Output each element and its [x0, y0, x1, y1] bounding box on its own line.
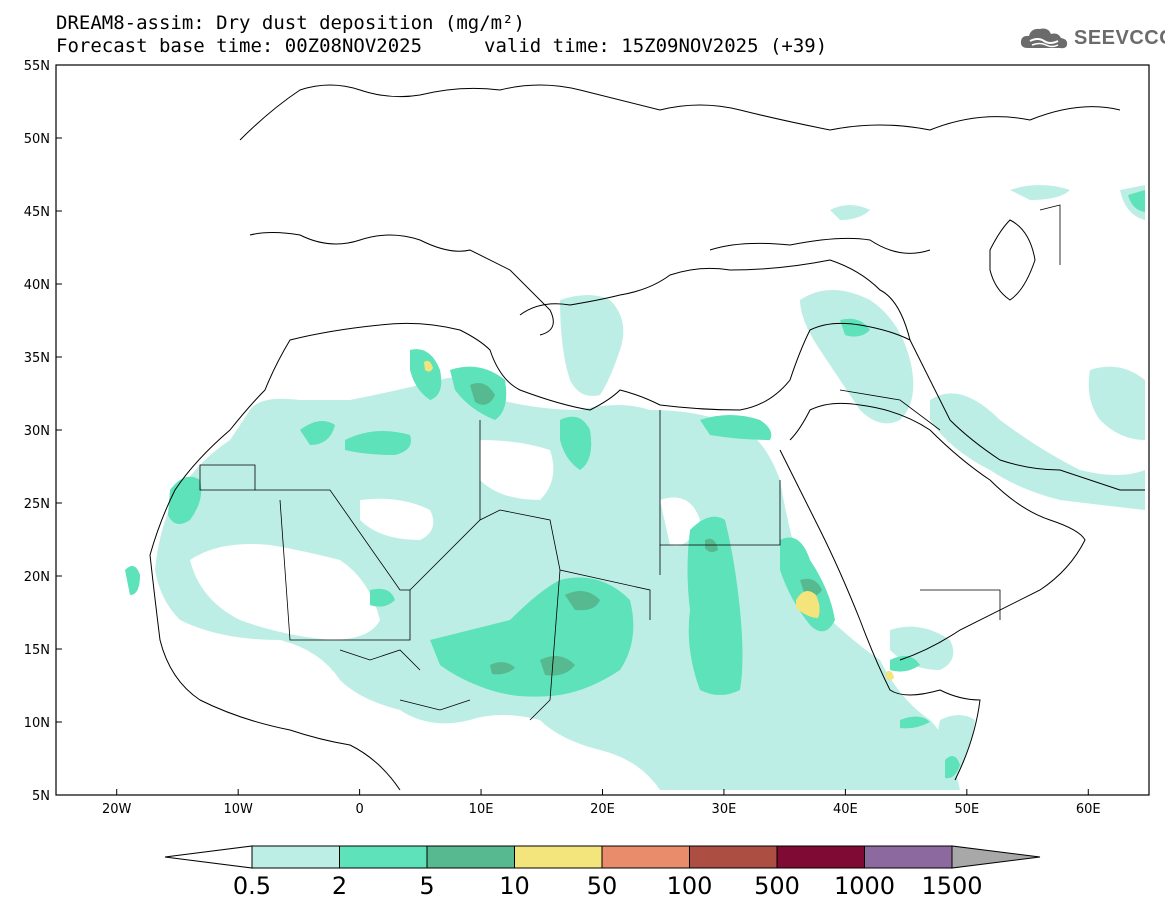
colorbar-segment	[514, 845, 603, 869]
seevccc-logo: SEEVCCC	[1018, 24, 1165, 52]
lat-tick-label: 40N	[24, 278, 50, 293]
lon-tick-label: 20W	[102, 802, 132, 817]
lon-tick-label: 60E	[1076, 802, 1101, 817]
map-title: DREAM8-assim: Dry dust deposition (mg/m²…	[56, 12, 525, 34]
lat-tick-label: 20N	[24, 570, 50, 585]
lon-tick-label: 10W	[223, 802, 253, 817]
latitude-axis: 55N 50N 45N 40N 35N 30N 25N 20N 15N 10N 5N	[24, 59, 62, 804]
valid-time: valid time: 15Z09NOV2025 (+39)	[484, 35, 828, 57]
colorbar-label: 10	[499, 872, 530, 900]
dust-level-10	[424, 360, 894, 680]
coastlines	[149, 84, 1145, 791]
colorbar-label: 500	[754, 872, 800, 900]
lat-tick-label: 25N	[24, 497, 50, 512]
lat-tick-label: 50N	[24, 132, 50, 147]
colorbar-label: 1500	[921, 872, 982, 900]
colorbar-segment	[689, 845, 778, 869]
lat-tick-label: 30N	[24, 424, 50, 439]
colorbar: 0.5 2 5 10 50 100 500 1000 1500	[164, 845, 1041, 900]
colorbar-lower-arrow	[164, 845, 253, 869]
lat-tick-label: 10N	[24, 716, 50, 731]
lon-tick-label: 10E	[469, 802, 494, 817]
lon-tick-label: 50E	[954, 802, 979, 817]
colorbar-label: 0.5	[233, 872, 271, 900]
colorbar-segment	[776, 845, 865, 869]
cloud-icon	[1020, 28, 1068, 49]
lat-tick-label: 55N	[24, 59, 50, 74]
country-borders	[199, 204, 1061, 721]
colorbar-segment	[864, 845, 953, 869]
lat-tick-label: 35N	[24, 351, 50, 366]
colorbar-upper-arrow	[951, 845, 1041, 869]
colorbar-label: 50	[587, 872, 618, 900]
colorbar-segment	[601, 845, 690, 869]
colorbar-label: 100	[667, 872, 713, 900]
colorbar-segment	[339, 845, 428, 869]
colorbar-label: 5	[419, 872, 434, 900]
longitude-axis: 20W 10W 0 10E 20E 30E 40E 50E 60E	[102, 789, 1101, 817]
dust-free-areas	[190, 440, 700, 640]
lat-tick-label: 5N	[32, 789, 50, 804]
map-body	[56, 65, 1149, 795]
colorbar-segment	[251, 845, 340, 869]
lon-tick-label: 30E	[712, 802, 737, 817]
lat-tick-label: 15N	[24, 643, 50, 658]
logo-text: SEEVCCC	[1074, 26, 1165, 49]
colorbar-label: 1000	[834, 872, 895, 900]
lat-tick-label: 45N	[24, 205, 50, 220]
lon-tick-label: 40E	[833, 802, 858, 817]
lon-tick-label: 20E	[590, 802, 615, 817]
colorbar-segment	[426, 845, 515, 869]
lon-tick-label: 0	[355, 802, 363, 817]
forecast-base-time: Forecast base time: 00Z08NOV2025	[56, 35, 423, 57]
dust-level-5	[470, 382, 822, 676]
colorbar-label: 2	[332, 872, 347, 900]
